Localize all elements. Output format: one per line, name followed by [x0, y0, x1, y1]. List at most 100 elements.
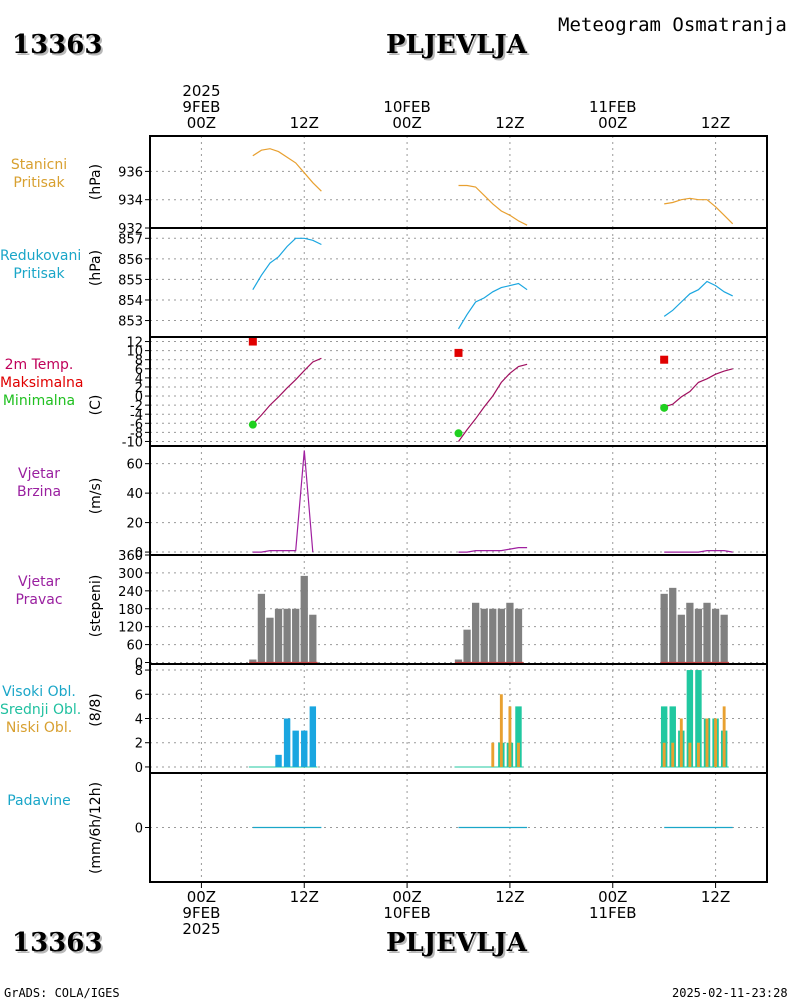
- station-id-top: 13363: [12, 30, 103, 60]
- cloud-low-bar: [688, 742, 692, 767]
- cloud-high-bar: [309, 706, 317, 767]
- y-tick-label: 20: [126, 517, 143, 532]
- y-tick-label: 4: [135, 372, 143, 387]
- y-tick-label: 934: [118, 194, 143, 209]
- time-tick-0: 2025 9FEB 00Z: [161, 83, 241, 131]
- panel-label-temp: 2m Temp. Maksimalna Minimalna: [0, 356, 84, 410]
- time-tick-5: 12Z: [676, 115, 756, 131]
- panel-plot-temperature_2m: [248, 337, 733, 442]
- series-line-temperature_2m-0: [252, 357, 322, 425]
- cloud-low-bar: [508, 706, 512, 767]
- tmin-marker: [454, 429, 463, 438]
- panel-frame: [149, 227, 768, 338]
- series-line-temperature_2m-2: [664, 368, 733, 408]
- y-tick-label: 60: [126, 458, 143, 473]
- station-id-bottom: 13363: [12, 928, 103, 958]
- panel-precipitation: 0: [135, 772, 768, 883]
- y-tick-label: 10: [126, 345, 143, 360]
- y-tick-label: 360: [118, 549, 143, 564]
- panel-label-line: Minimalna: [2, 393, 76, 409]
- cloud-low-bar: [491, 742, 495, 767]
- time-hour: 12Z: [289, 114, 319, 132]
- time-hour: 00Z: [186, 888, 217, 906]
- panel-label-line: 2m Temp.: [4, 357, 74, 373]
- wind-dir-bar: [471, 602, 480, 663]
- panel-wind_direction: 0 60 120 180 240 300 360: [118, 549, 768, 672]
- panel-plot-cloud_cover: [248, 670, 729, 768]
- wind-dir-bar: [480, 608, 488, 663]
- y-tick-label: -10: [122, 435, 143, 450]
- series-line-station_pressure-2: [664, 197, 734, 225]
- y-tick-label: 856: [118, 253, 143, 268]
- wind-dir-bar: [711, 608, 720, 663]
- y-tick-label: 300: [118, 567, 143, 582]
- panel-label-line: Visoki Obl.: [2, 684, 76, 700]
- time-hour: 12Z: [495, 888, 525, 906]
- cloud-low-bar: [517, 742, 520, 767]
- time-year: 2025: [182, 82, 221, 100]
- panel-label-pressure: Stanicni Pritisak: [0, 156, 78, 192]
- y-tick-label: 60: [126, 639, 143, 654]
- time-hour: 00Z: [392, 114, 422, 132]
- time-tick-1: 12Z: [264, 889, 344, 905]
- panel-label-line: Pritisak: [13, 266, 65, 282]
- y-tick-label: 936: [118, 165, 143, 180]
- wind-dir-bar: [669, 587, 677, 663]
- series-line-reduced_pressure-2: [663, 280, 733, 317]
- wind-dir-bar: [660, 593, 668, 663]
- time-year: 2025: [182, 920, 221, 938]
- series-line-reduced_pressure-0: [252, 237, 322, 291]
- time-date: 10FEB: [383, 904, 431, 922]
- wind-dir-bar: [309, 614, 317, 663]
- series-line-wind_speed-2: [664, 549, 733, 553]
- y-tick-label: 40: [126, 487, 143, 502]
- panel-label-line: Redukovani: [0, 248, 82, 264]
- panel-frame: [149, 135, 768, 229]
- wind-dir-bar: [694, 608, 703, 663]
- y-tick-label: 4: [135, 713, 143, 728]
- y-tick-label: 6: [135, 363, 143, 378]
- wind-dir-bar: [686, 602, 694, 663]
- wind-dir-bar: [274, 608, 283, 663]
- time-date: 11FEB: [589, 904, 637, 922]
- panel-label-line: Pritisak: [13, 175, 65, 191]
- y-tick-label: 932: [118, 222, 143, 237]
- panel-label-line: Pravac: [15, 592, 63, 608]
- wind-dir-bar: [283, 608, 291, 663]
- time-hour: 00Z: [598, 888, 628, 906]
- panel-frame: [149, 445, 768, 556]
- wind-dir-bar: [249, 659, 257, 663]
- y-tick-label: -6: [130, 417, 143, 432]
- panel-plot-station_pressure: [252, 148, 734, 226]
- y-tick-label: 0: [135, 390, 143, 405]
- y-tick-label: 120: [118, 621, 143, 636]
- tmin-marker: [248, 420, 257, 429]
- y-tick-label: 240: [118, 585, 143, 600]
- cloud-low-bar: [696, 742, 700, 767]
- footer-timestamp: 2025-02-11-23:28: [672, 986, 788, 1000]
- wind-dir-bar: [703, 602, 711, 663]
- y-tick-label: 854: [118, 294, 143, 309]
- cloud-mid-bar: [669, 706, 676, 767]
- tmax-marker: [660, 355, 669, 364]
- panel-label-wind_speed: Vjetar Brzina: [0, 465, 78, 501]
- panel-wind_speed: 0 20 40 60: [126, 445, 768, 561]
- cloud-mid-bar: [686, 670, 694, 767]
- time-hour: 12Z: [289, 888, 319, 906]
- time-tick-3: 12Z: [470, 889, 550, 905]
- time-hour: 00Z: [598, 114, 628, 132]
- series-line-station_pressure-1: [458, 184, 528, 226]
- time-tick-4: 11FEB 00Z: [573, 99, 653, 131]
- y-tick-label: 12: [126, 336, 143, 351]
- station-name-bottom: PLJEVLJA: [386, 928, 527, 958]
- panel-label-line: Vjetar: [18, 466, 60, 482]
- series-line-wind_speed-0: [252, 450, 314, 553]
- cloud-high-bar: [301, 730, 308, 767]
- wind-dir-bar: [720, 614, 728, 663]
- cloud-mid-bar: [695, 670, 702, 767]
- cloud-mid-bar: [660, 706, 668, 767]
- time-tick-3: 12Z: [470, 115, 550, 131]
- y-tick-label: 853: [118, 315, 143, 330]
- cloud-mid-bar: [515, 706, 522, 767]
